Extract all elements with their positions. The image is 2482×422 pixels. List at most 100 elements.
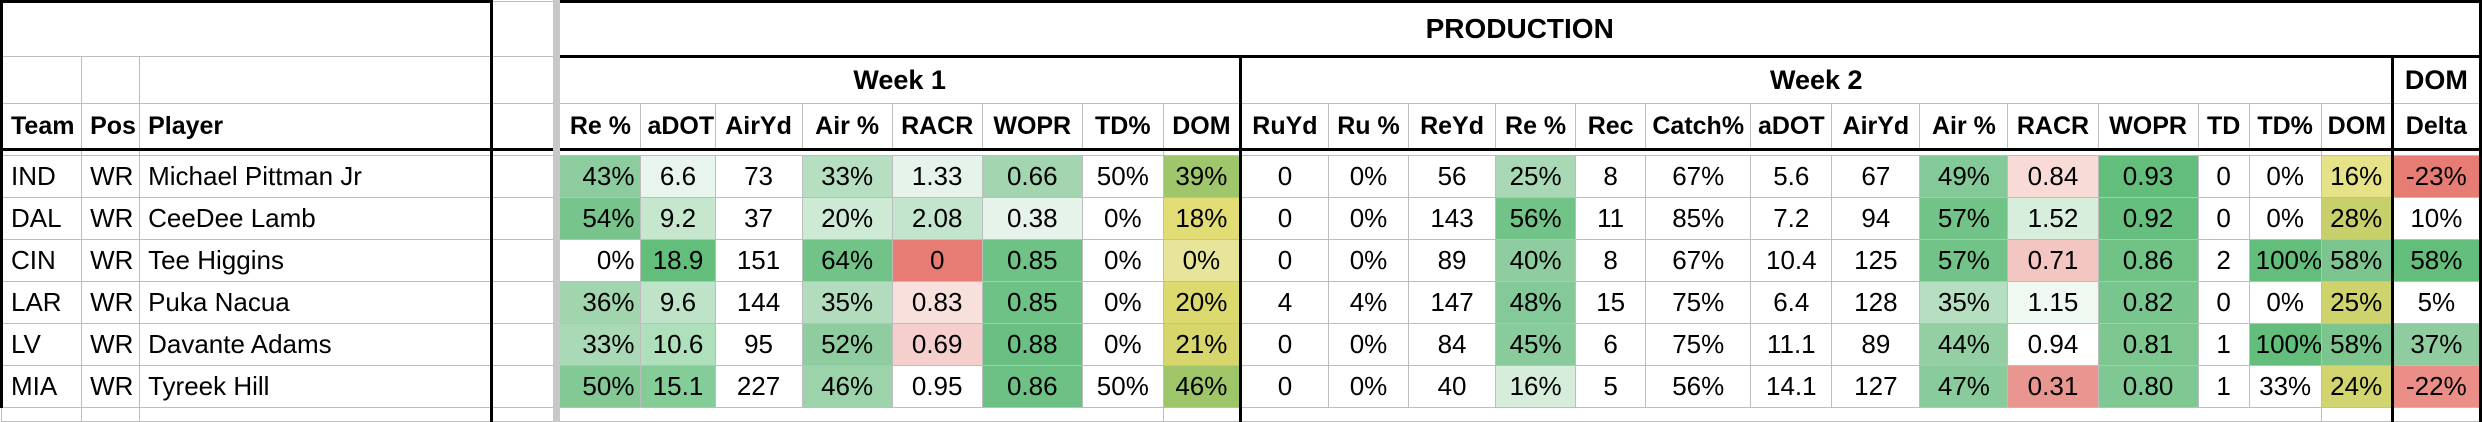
- cell-w2-wopr[interactable]: 0.92: [2097, 197, 2199, 240]
- spacer-cell[interactable]: [491, 323, 561, 366]
- cell-w1-re-pct[interactable]: 0%: [556, 239, 642, 282]
- header-w2-re-pct[interactable]: Re %: [1495, 103, 1577, 151]
- cell-w2-air-pct[interactable]: 49%: [1919, 155, 2009, 198]
- cell-w2-rec[interactable]: 11: [1575, 197, 1647, 240]
- header-w1-dom[interactable]: DOM: [1162, 103, 1242, 151]
- header-w2-ruyd[interactable]: RuYd: [1239, 103, 1329, 151]
- cell-player[interactable]: Puka Nacua: [139, 281, 494, 324]
- cell-w2-ruyd[interactable]: 4: [1239, 281, 1329, 324]
- cell-w2-wopr[interactable]: 0.82: [2097, 281, 2199, 324]
- cell-w2-catch-pct[interactable]: 67%: [1645, 155, 1752, 198]
- cell-w2-racr[interactable]: 0.31: [2007, 365, 2099, 408]
- cell-w2-td[interactable]: 0: [2197, 155, 2250, 198]
- cell-w1-air-pct[interactable]: 35%: [801, 281, 893, 324]
- cell-w2-wopr[interactable]: 0.93: [2097, 155, 2199, 198]
- header-w1-racr[interactable]: RACR: [891, 103, 983, 151]
- header-w2-wopr[interactable]: WOPR: [2097, 103, 2199, 151]
- cell-pos[interactable]: WR: [81, 155, 141, 198]
- cell-w2-racr[interactable]: 0.84: [2007, 155, 2099, 198]
- cell-w2-adot[interactable]: 10.4: [1750, 239, 1833, 282]
- cell-w2-ruyd[interactable]: 0: [1239, 197, 1329, 240]
- corner-blank-cell[interactable]: [0, 0, 494, 57]
- cell-w1-racr[interactable]: 0.95: [891, 365, 983, 408]
- cell-w1-air-pct[interactable]: 33%: [801, 155, 893, 198]
- cell-w2-td[interactable]: 1: [2197, 323, 2250, 366]
- cell-w1-td-pct[interactable]: 0%: [1081, 197, 1164, 240]
- cell-w2-catch-pct[interactable]: 75%: [1645, 323, 1752, 366]
- header-w1-air-pct[interactable]: Air %: [801, 103, 893, 151]
- cell-w2-td-pct[interactable]: 100%: [2248, 239, 2322, 282]
- cell-w1-dom[interactable]: 18%: [1162, 197, 1242, 240]
- cell-w2-td-pct[interactable]: 0%: [2248, 155, 2322, 198]
- spacer-cell[interactable]: [491, 1, 561, 57]
- cell-w1-dom[interactable]: 20%: [1162, 281, 1242, 324]
- dom-header[interactable]: DOM: [2391, 55, 2482, 104]
- header-player[interactable]: Player: [139, 103, 494, 151]
- cell-w2-ru-pct[interactable]: 0%: [1327, 365, 1410, 408]
- cell-w2-adot[interactable]: 14.1: [1750, 365, 1833, 408]
- cell-w2-re-pct[interactable]: 56%: [1495, 197, 1577, 240]
- cell-w1-wopr[interactable]: 0.85: [981, 239, 1083, 282]
- cell-w2-ruyd[interactable]: 0: [1239, 323, 1329, 366]
- cell-w2-td-pct[interactable]: 0%: [2248, 281, 2322, 324]
- cell-dom-delta[interactable]: 5%: [2391, 281, 2482, 324]
- spacer-cell[interactable]: [491, 155, 561, 198]
- cell-team[interactable]: CIN: [0, 239, 83, 282]
- cell-w2-td[interactable]: 1: [2197, 365, 2250, 408]
- cell-w1-racr[interactable]: 0.83: [891, 281, 983, 324]
- cell-w2-wopr[interactable]: 0.80: [2097, 365, 2199, 408]
- cell-w2-racr[interactable]: 0.71: [2007, 239, 2099, 282]
- cell-w2-adot[interactable]: 7.2: [1750, 197, 1833, 240]
- cell-w2-re-pct[interactable]: 25%: [1495, 155, 1577, 198]
- header-w2-adot[interactable]: aDOT: [1750, 103, 1833, 151]
- blank-cell[interactable]: [0, 56, 83, 104]
- cell-w2-airyd[interactable]: 125: [1831, 239, 1921, 282]
- cell-w2-dom[interactable]: 28%: [2320, 197, 2394, 240]
- cell-w1-air-pct[interactable]: 64%: [801, 239, 893, 282]
- cell-w1-airyd[interactable]: 37: [714, 197, 803, 240]
- cell-w2-air-pct[interactable]: 47%: [1919, 365, 2009, 408]
- cell-player[interactable]: CeeDee Lamb: [139, 197, 494, 240]
- cell-w2-air-pct[interactable]: 57%: [1919, 197, 2009, 240]
- cell-team[interactable]: MIA: [0, 365, 83, 408]
- cell-w2-reyd[interactable]: 56: [1408, 155, 1497, 198]
- cell-w1-td-pct[interactable]: 50%: [1081, 155, 1164, 198]
- header-w2-airyd[interactable]: AirYd: [1831, 103, 1921, 151]
- cell-w1-air-pct[interactable]: 20%: [801, 197, 893, 240]
- cell-team[interactable]: IND: [0, 155, 83, 198]
- cell-w1-dom[interactable]: 39%: [1162, 155, 1242, 198]
- cell-w1-airyd[interactable]: 227: [714, 365, 803, 408]
- cell-w2-ru-pct[interactable]: 4%: [1327, 281, 1410, 324]
- cell-w2-re-pct[interactable]: 16%: [1495, 365, 1577, 408]
- week2-header[interactable]: Week 2: [1239, 55, 2394, 104]
- cell-w2-ruyd[interactable]: 0: [1239, 239, 1329, 282]
- production-header[interactable]: PRODUCTION: [556, 0, 2482, 57]
- cell-w1-re-pct[interactable]: 43%: [556, 155, 642, 198]
- spacer-cell[interactable]: [491, 56, 561, 104]
- cell-w2-rec[interactable]: 15: [1575, 281, 1647, 324]
- spacer-cell[interactable]: [491, 239, 561, 282]
- cell-dom-delta[interactable]: 58%: [2391, 239, 2482, 282]
- cell-w1-wopr[interactable]: 0.85: [981, 281, 1083, 324]
- cell-w2-rec[interactable]: 8: [1575, 155, 1647, 198]
- cell-w2-td-pct[interactable]: 0%: [2248, 197, 2322, 240]
- cell-pos[interactable]: WR: [81, 365, 141, 408]
- cell-w1-adot[interactable]: 10.6: [640, 323, 716, 366]
- cell-w1-dom[interactable]: 46%: [1162, 365, 1242, 408]
- cell-w2-reyd[interactable]: 84: [1408, 323, 1497, 366]
- cell-pos[interactable]: WR: [81, 281, 141, 324]
- cell-w1-td-pct[interactable]: 0%: [1081, 323, 1164, 366]
- cell-w2-air-pct[interactable]: 57%: [1919, 239, 2009, 282]
- cell-w2-rec[interactable]: 8: [1575, 239, 1647, 282]
- cell-pos[interactable]: WR: [81, 239, 141, 282]
- cell-w2-dom[interactable]: 58%: [2320, 239, 2394, 282]
- spacer-cell[interactable]: [491, 365, 561, 408]
- cell-player[interactable]: Tee Higgins: [139, 239, 494, 282]
- spacer-cell[interactable]: [491, 197, 561, 240]
- cell-w2-reyd[interactable]: 89: [1408, 239, 1497, 282]
- cell-w2-td[interactable]: 0: [2197, 281, 2250, 324]
- cell-w2-dom[interactable]: 58%: [2320, 323, 2394, 366]
- cell-w2-catch-pct[interactable]: 67%: [1645, 239, 1752, 282]
- header-w2-reyd[interactable]: ReYd: [1408, 103, 1497, 151]
- cell-w1-wopr[interactable]: 0.38: [981, 197, 1083, 240]
